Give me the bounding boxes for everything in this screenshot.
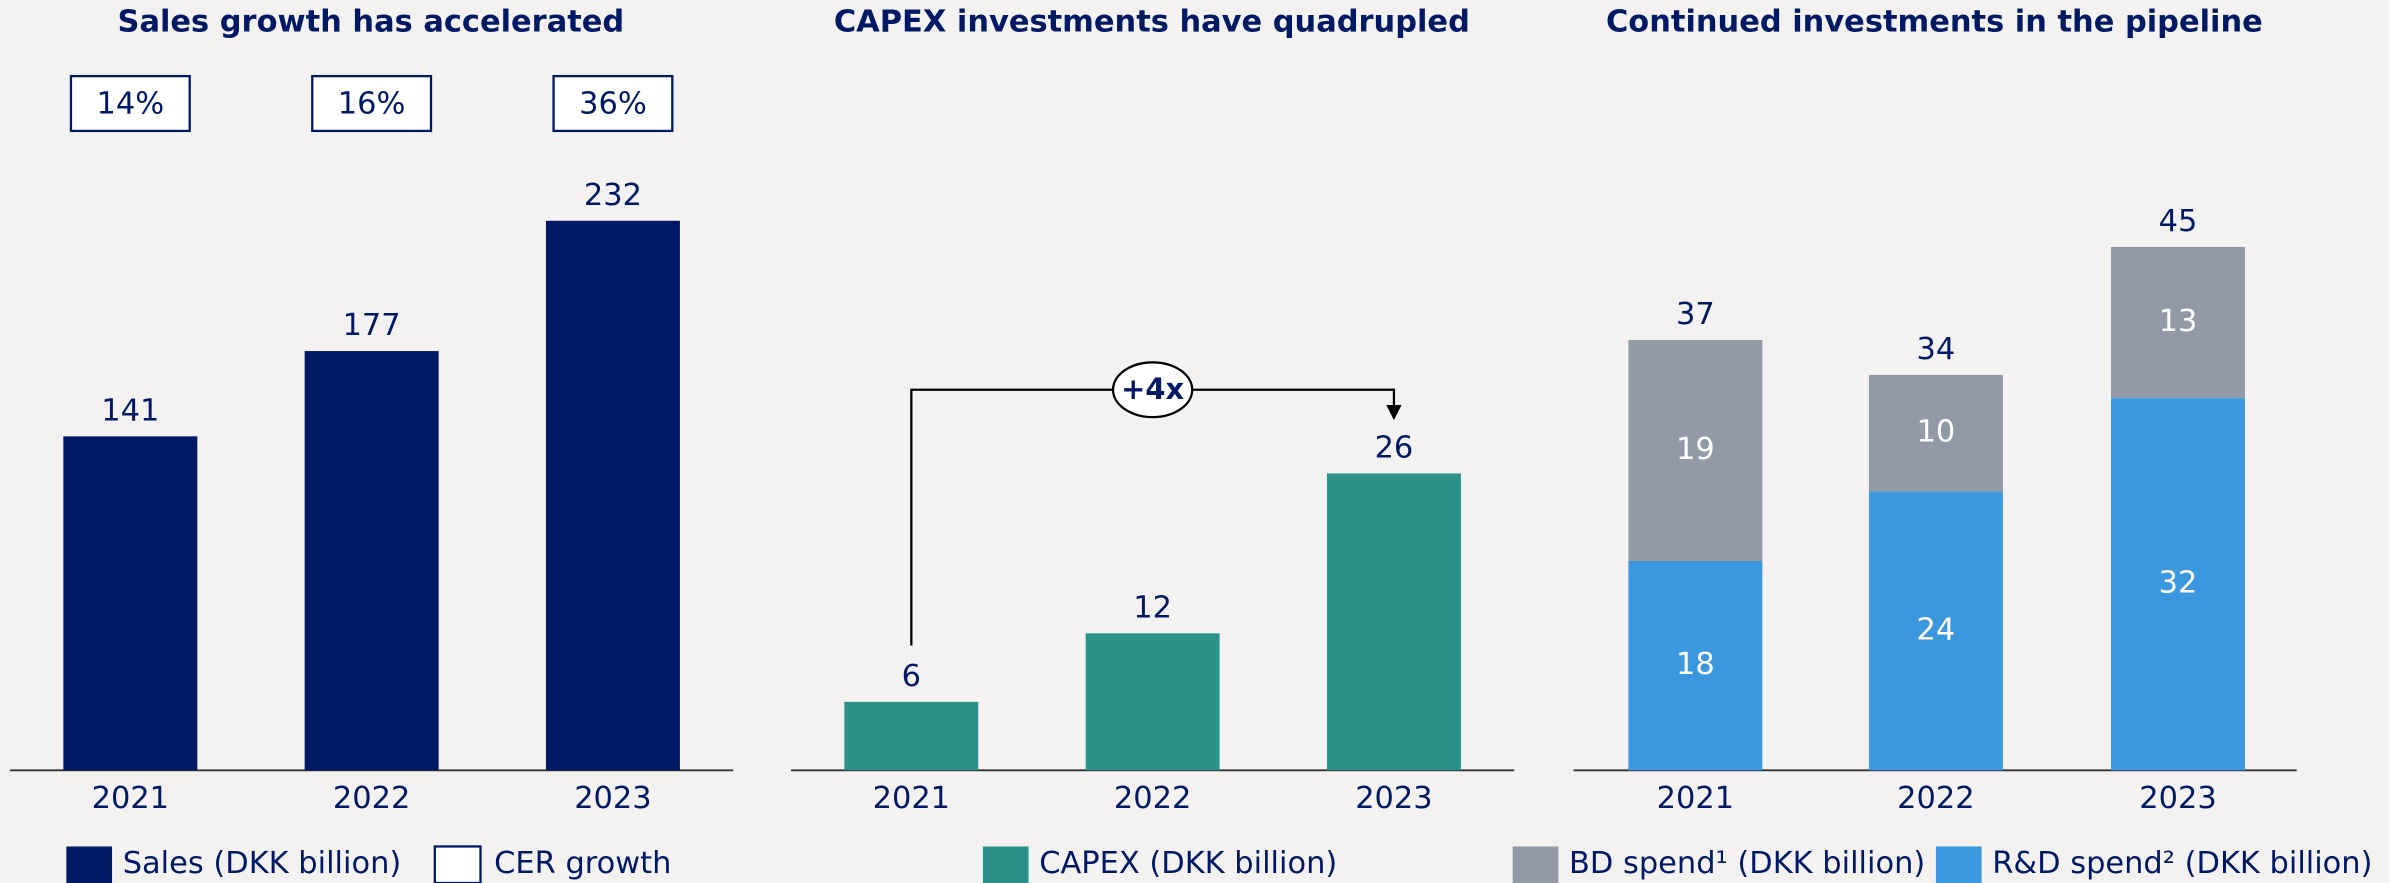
x-tick-label: 2023 [2139,781,2216,816]
growth-box [311,74,433,133]
growth-label: 36% [579,87,647,122]
segment-label: 18 [1676,647,1715,682]
total-label: 45 [2159,204,2198,239]
chart-title: CAPEX investments have quadrupled [834,4,1470,39]
growth-label: 16% [338,87,406,122]
legend-label: BD spend¹ (DKK billion) [1569,846,1925,881]
legend-swatch [1512,846,1559,883]
bar-segment [1628,560,1763,771]
value-label: 141 [101,393,159,428]
legend-swatch [982,846,1029,883]
legend-label: Sales (DKK billion) [123,846,402,881]
legend-swatch [1935,846,1982,883]
value-label: 232 [584,178,642,213]
bar [304,351,439,771]
segment-label: 10 [1917,415,1956,450]
value-label: 177 [343,308,401,343]
bar-segment [1628,339,1763,561]
bar-segment [2110,246,2245,399]
legend-label: R&D spend² (DKK billion) [1992,846,2372,881]
total-label: 34 [1917,332,1956,367]
value-label: 6 [902,659,921,694]
legend-swatch [433,845,482,883]
segment-label: 13 [2159,304,2198,339]
bar [1085,633,1220,771]
x-tick-label: 2023 [1355,781,1432,816]
annotation-label: +4x [1121,372,1184,406]
segment-label: 32 [2159,566,2198,601]
bar-segment [2110,398,2245,771]
bar [1326,473,1461,771]
legend-label: CAPEX (DKK billion) [1039,846,1337,881]
x-tick-label: 2022 [1897,781,1974,816]
bar [545,220,680,771]
x-tick-label: 2023 [574,781,651,816]
legend-swatch [66,846,113,883]
value-label: 12 [1133,590,1172,625]
growth-label: 14% [97,87,165,122]
arrow-head [1386,404,1402,421]
segment-label: 19 [1676,432,1715,467]
x-tick-label: 2022 [1114,781,1191,816]
growth-box [69,74,191,133]
bar-segment [1868,491,2003,771]
annotation-bubble [1111,361,1194,419]
bar-segment [1868,374,2003,492]
x-tick-label: 2021 [1657,781,1734,816]
segment-label: 24 [1917,612,1956,647]
x-tick-label: 2021 [873,781,950,816]
growth-box [552,74,674,133]
x-tick-label: 2022 [333,781,410,816]
bar [844,701,979,771]
x-tick-label: 2021 [92,781,169,816]
value-label: 26 [1375,431,1414,466]
bar [63,436,198,771]
legend-label: CER growth [494,846,671,881]
chart-title: Sales growth has accelerated [118,4,625,39]
chart-title: Continued investments in the pipeline [1606,4,2263,39]
total-label: 37 [1676,297,1715,332]
